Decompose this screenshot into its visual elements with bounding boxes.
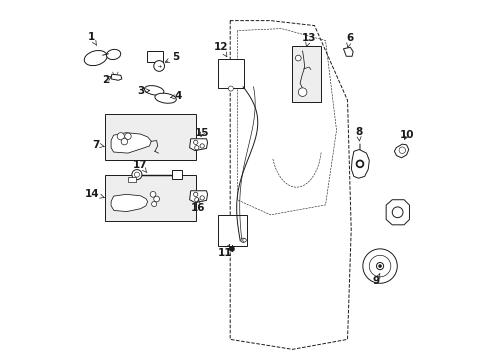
- Text: 15: 15: [195, 129, 209, 138]
- Text: 7: 7: [92, 140, 104, 150]
- Text: 14: 14: [85, 189, 104, 199]
- Text: 16: 16: [190, 199, 204, 213]
- Circle shape: [362, 249, 396, 283]
- Circle shape: [193, 140, 198, 144]
- Circle shape: [295, 55, 301, 61]
- Ellipse shape: [106, 49, 121, 60]
- Polygon shape: [386, 200, 408, 225]
- Circle shape: [134, 172, 139, 177]
- Text: 13: 13: [301, 33, 316, 46]
- Text: 2: 2: [102, 75, 112, 85]
- Circle shape: [228, 86, 233, 91]
- Circle shape: [124, 133, 131, 139]
- Text: 5: 5: [165, 52, 179, 62]
- Circle shape: [357, 162, 361, 166]
- Text: 8: 8: [354, 127, 362, 141]
- Circle shape: [242, 238, 246, 242]
- FancyBboxPatch shape: [147, 51, 163, 62]
- Circle shape: [194, 198, 199, 202]
- Polygon shape: [111, 194, 147, 212]
- Circle shape: [121, 138, 127, 145]
- Circle shape: [193, 192, 198, 197]
- Ellipse shape: [84, 50, 107, 66]
- Circle shape: [376, 262, 383, 270]
- FancyBboxPatch shape: [105, 114, 195, 160]
- Polygon shape: [111, 74, 122, 80]
- Circle shape: [398, 147, 405, 153]
- FancyBboxPatch shape: [218, 215, 247, 246]
- Text: 3: 3: [137, 86, 149, 96]
- Circle shape: [200, 196, 204, 200]
- Circle shape: [150, 192, 156, 197]
- FancyBboxPatch shape: [291, 46, 320, 102]
- Text: 12: 12: [214, 42, 228, 57]
- Circle shape: [298, 88, 306, 96]
- Circle shape: [241, 238, 244, 242]
- Polygon shape: [111, 133, 151, 153]
- Circle shape: [153, 60, 164, 71]
- Text: 17: 17: [133, 160, 147, 173]
- Text: 4: 4: [170, 91, 182, 102]
- Circle shape: [229, 247, 234, 251]
- Circle shape: [117, 133, 124, 140]
- Text: 11: 11: [217, 244, 231, 258]
- Text: 9: 9: [372, 274, 379, 287]
- Circle shape: [194, 145, 199, 150]
- Polygon shape: [351, 149, 368, 178]
- Polygon shape: [189, 191, 207, 203]
- Circle shape: [200, 144, 204, 148]
- Circle shape: [391, 207, 402, 218]
- Polygon shape: [189, 139, 207, 150]
- Circle shape: [153, 196, 159, 202]
- FancyBboxPatch shape: [105, 175, 195, 221]
- Circle shape: [132, 170, 142, 180]
- Polygon shape: [394, 144, 408, 158]
- Polygon shape: [343, 47, 352, 56]
- Ellipse shape: [144, 86, 163, 95]
- Circle shape: [368, 255, 390, 277]
- FancyBboxPatch shape: [127, 177, 136, 182]
- Ellipse shape: [155, 93, 176, 103]
- Circle shape: [151, 202, 156, 207]
- Text: 1: 1: [87, 32, 97, 45]
- Text: 6: 6: [346, 33, 353, 47]
- Circle shape: [378, 265, 380, 267]
- Text: 10: 10: [399, 130, 413, 140]
- FancyBboxPatch shape: [217, 59, 244, 88]
- Circle shape: [356, 160, 363, 167]
- FancyBboxPatch shape: [172, 170, 182, 179]
